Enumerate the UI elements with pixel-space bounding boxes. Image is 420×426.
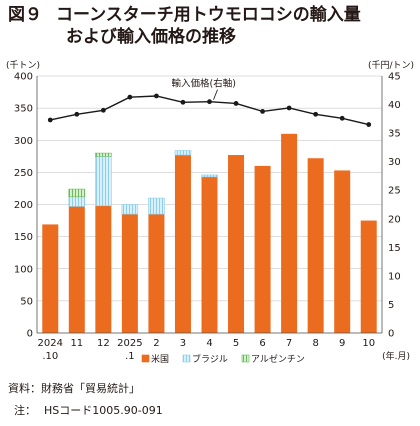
chart-title: 図９ コーンスターチ用トウモロコシの輸入量 および輸入価格の推移: [8, 4, 420, 48]
bar-us: [95, 205, 112, 333]
bar-us: [121, 214, 138, 333]
price-point: [154, 93, 159, 99]
title-text-1: コーンスターチ用トウモロコシの輸入量: [56, 5, 361, 25]
bar-argentina: [95, 152, 112, 157]
bar-brazil: [95, 156, 112, 207]
price-point: [366, 122, 372, 127]
price-line: 輸入価格(右軸): [47, 78, 372, 127]
bar-argentina: [68, 188, 86, 198]
y-left-tick-label: 350: [14, 104, 33, 115]
y-right-tick-label: 0: [388, 329, 394, 340]
price-point: [286, 105, 292, 111]
x-tick-label: 5: [233, 338, 239, 349]
legend-swatch: [141, 354, 150, 363]
figure-number: 図９: [8, 5, 42, 25]
x-tick-label: 2024: [38, 338, 63, 349]
y-left-tick-label: 0: [27, 329, 33, 340]
x-tick-label: .1: [125, 351, 135, 362]
x-tick-label: 2: [153, 338, 159, 349]
y-right-tick-label: 40: [388, 100, 401, 111]
price-line-label: 輸入価格(右軸): [172, 78, 236, 90]
bar-us: [42, 224, 59, 333]
bar-brazil: [201, 174, 218, 178]
legend-label: 米国: [151, 353, 169, 365]
bar-us: [201, 176, 218, 333]
legend: 米国 ブラジル アルゼンチン: [141, 353, 305, 365]
bar-us: [307, 158, 324, 333]
x-tick-label: 6: [259, 338, 265, 349]
price-point: [47, 117, 53, 123]
legend-swatch: [182, 354, 191, 363]
bars: [42, 133, 377, 333]
footnote-text: HSコード1005.90-091: [44, 404, 163, 417]
x-tick-label: 3: [180, 338, 186, 349]
bar-brazil: [148, 197, 165, 215]
y-right-tick-label: 10: [388, 271, 401, 282]
price-point: [339, 115, 345, 121]
price-point: [260, 109, 265, 114]
price-label-leader: [213, 89, 218, 100]
title-line-1: 図９ コーンスターチ用トウモロコシの輸入量: [8, 4, 420, 26]
bar-us: [360, 220, 377, 333]
bar-brazil: [121, 204, 139, 215]
chart-area: 輸入価格(右軸) 0 50 100 150 200 250 300 350 400 0 5 10 15 2…: [6, 60, 414, 365]
bar-us: [334, 170, 351, 333]
legend-label: アルゼンチン: [251, 353, 305, 365]
price-point: [100, 107, 106, 113]
x-tick-label: .10: [42, 351, 58, 362]
x-tick-label: 4: [206, 338, 212, 349]
bar-us: [228, 155, 245, 333]
y-left-unit: (千トン): [6, 60, 40, 71]
bar-brazil: [174, 150, 192, 156]
y-left-tick-label: 200: [14, 200, 33, 211]
axes: 0501001502002503003504000510152025303540…: [6, 60, 414, 362]
y-right-tick-label: 20: [388, 214, 401, 225]
y-right-unit: (千円/トン): [368, 60, 414, 71]
y-left-tick-label: 250: [14, 168, 33, 179]
price-point: [180, 99, 186, 105]
bar-us: [174, 155, 191, 333]
y-left-tick-label: 50: [20, 296, 33, 307]
x-tick-label: 11: [70, 338, 83, 349]
price-point: [233, 101, 239, 106]
title-line-2: および輸入価格の推移: [66, 27, 236, 47]
price-point: [74, 111, 80, 117]
price-point: [207, 99, 212, 105]
x-tick-label: 9: [339, 338, 345, 349]
bar-us: [281, 133, 298, 333]
bar-us: [148, 214, 165, 333]
bar-us: [254, 165, 271, 333]
y-right-tick-label: 25: [388, 186, 401, 197]
legend-label: ブラジル: [192, 353, 228, 365]
y-right-tick-label: 5: [388, 300, 394, 311]
y-right-tick-label: 35: [388, 129, 401, 140]
y-left-tick-label: 400: [14, 72, 33, 83]
bar-brazil: [68, 196, 86, 207]
y-left-tick-label: 100: [14, 264, 33, 275]
price-point: [127, 94, 133, 100]
y-right-tick-label: 15: [388, 243, 401, 254]
price-point: [313, 111, 319, 117]
x-unit: (年.月): [382, 350, 410, 362]
x-tick-label: 12: [97, 338, 110, 349]
x-tick-label: 10: [362, 338, 375, 349]
y-right-tick-label: 30: [388, 157, 401, 168]
legend-swatch: [241, 354, 250, 363]
y-left-tick-label: 300: [14, 136, 33, 147]
x-tick-label: 7: [286, 338, 292, 349]
bar-us: [68, 206, 85, 333]
footnote-label: 注：: [14, 404, 36, 417]
y-right-tick-label: 45: [388, 72, 401, 83]
x-tick-label: 2025: [117, 338, 142, 349]
x-tick-label: 8: [312, 338, 318, 349]
y-left-tick-label: 150: [14, 232, 33, 243]
source-note: 資料：財務省「貿易統計」: [8, 382, 140, 395]
footnote: 注： HSコード1005.90-091: [14, 404, 163, 418]
